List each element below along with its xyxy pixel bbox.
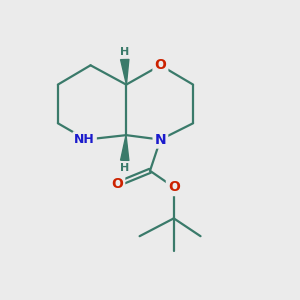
Text: H: H (120, 47, 129, 57)
Text: H: H (120, 163, 129, 173)
Polygon shape (121, 59, 129, 85)
Text: NH: NH (74, 133, 95, 146)
Text: O: O (154, 58, 166, 72)
Text: N: N (154, 133, 166, 147)
Text: O: O (111, 177, 123, 191)
Polygon shape (121, 135, 129, 160)
Text: O: O (168, 180, 180, 194)
